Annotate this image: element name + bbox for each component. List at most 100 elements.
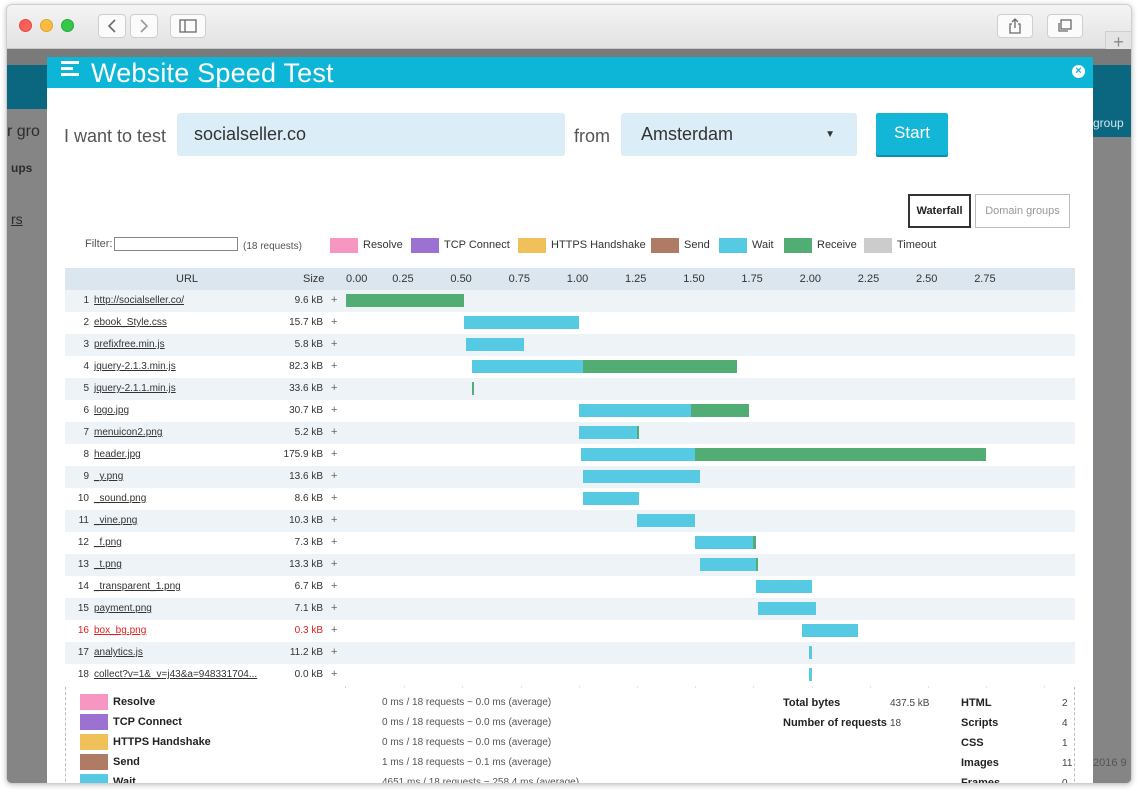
wait-bar (578, 404, 691, 417)
expand-row-icon[interactable]: + (331, 668, 338, 680)
background-footer-text: 2016 9 (1093, 757, 1127, 769)
timeline-tick-label: 1.00 (566, 273, 589, 285)
url-column-header[interactable]: URL (176, 273, 199, 285)
waterfall-view-button[interactable]: Waterfall (908, 194, 971, 228)
expand-row-icon[interactable]: + (331, 602, 338, 614)
domain-groups-view-button[interactable]: Domain groups (975, 194, 1070, 228)
total-bytes-label: Total bytes (783, 697, 841, 709)
wait-bar (583, 470, 700, 483)
table-row[interactable]: 7 menuicon2.png 5.2 kB + (65, 422, 1075, 444)
from-label: from (574, 126, 610, 146)
request-size: 7.3 kB (294, 537, 323, 548)
legend-item: Receive (784, 237, 857, 253)
expand-row-icon[interactable]: + (331, 382, 338, 394)
expand-row-icon[interactable]: + (331, 470, 338, 482)
zoom-window-button[interactable] (61, 19, 74, 32)
request-url-link[interactable]: _transparent_1.png (94, 581, 181, 592)
new-tab-button[interactable]: + (1105, 31, 1131, 53)
table-row[interactable]: 8 header.jpg 175.9 kB + (65, 444, 1075, 466)
request-url-link[interactable]: ebook_Style.css (94, 317, 167, 328)
minimize-window-button[interactable] (40, 19, 53, 32)
request-url-link[interactable]: collect?v=1&_v=j43&a=948331704... (94, 669, 258, 680)
legend-label: Send (684, 239, 710, 251)
share-button[interactable] (997, 14, 1033, 38)
sidebar-icon (179, 19, 197, 33)
request-url-link[interactable]: box_bg.png (94, 625, 147, 636)
row-number: 14 (77, 581, 89, 592)
expand-row-icon[interactable]: + (331, 514, 338, 526)
size-column-header[interactable]: Size (303, 273, 325, 285)
request-size: 5.8 kB (294, 339, 323, 350)
close-window-button[interactable] (19, 19, 32, 32)
expand-row-icon[interactable]: + (331, 624, 338, 636)
table-row[interactable]: 16 box_bg.png 0.3 kB + (65, 620, 1075, 642)
table-row[interactable]: 14 _transparent_1.png 6.7 kB + (65, 576, 1075, 598)
sidebar-toggle-button[interactable] (170, 14, 206, 38)
back-button[interactable] (98, 14, 126, 38)
total-bytes-value: 437.5 kB (890, 698, 930, 709)
request-url-link[interactable]: header.jpg (94, 449, 141, 460)
tabs-overview-button[interactable] (1047, 14, 1083, 38)
table-row[interactable]: 3 prefixfree.min.js 5.8 kB + (65, 334, 1075, 356)
close-icon[interactable]: × (1072, 65, 1085, 78)
expand-row-icon[interactable]: + (331, 492, 338, 504)
table-row[interactable]: 4 jquery-2.1.3.min.js 82.3 kB + (65, 356, 1075, 378)
request-url-link[interactable]: jquery-2.1.1.min.js (94, 383, 176, 394)
table-row[interactable]: 17 analytics.js 11.2 kB + (65, 642, 1075, 664)
background-button: group (1087, 109, 1131, 137)
expand-row-icon[interactable]: + (331, 426, 338, 438)
expand-row-icon[interactable]: + (331, 404, 338, 416)
request-url-link[interactable]: prefixfree.min.js (94, 339, 165, 350)
expand-row-icon[interactable]: + (331, 294, 338, 306)
request-url-link[interactable]: _vine.png (94, 515, 138, 526)
wait-bar (463, 316, 579, 329)
request-size: 0.3 kB (294, 625, 323, 636)
row-number: 13 (77, 559, 89, 570)
table-row[interactable]: 12 _f.png 7.3 kB + (65, 532, 1075, 554)
request-url-link[interactable]: payment.png (94, 603, 152, 614)
table-row[interactable]: 18 collect?v=1&_v=j43&a=948331704... 0.0 k… (65, 664, 1075, 686)
url-input[interactable]: socialseller.co (177, 113, 565, 156)
expand-row-icon[interactable]: + (331, 360, 338, 372)
table-row[interactable]: 1 http://socialseller.co/9.6 kB + (65, 290, 1075, 312)
table-row[interactable]: 9 _y.png 13.6 kB + (65, 466, 1075, 488)
table-row[interactable]: 15 payment.png 7.1 kB + (65, 598, 1075, 620)
request-url-link[interactable]: _t.png (94, 559, 122, 570)
share-icon (1009, 18, 1021, 34)
table-row[interactable]: 2 ebook_Style.css 15.7 kB + (65, 312, 1075, 334)
timeline-tick-label: 2.00 (799, 273, 822, 285)
expand-row-icon[interactable]: + (331, 558, 338, 570)
request-url-link[interactable]: menuicon2.png (94, 427, 163, 438)
table-row[interactable]: 11 _vine.png 10.3 kB + (65, 510, 1075, 532)
request-url-link[interactable]: _y.png (94, 471, 124, 482)
expand-row-icon[interactable]: + (331, 316, 338, 328)
location-select[interactable]: Amsterdam ▼ (621, 113, 857, 156)
table-row[interactable]: 10 _sound.png 8.6 kB + (65, 488, 1075, 510)
request-url-link[interactable]: _sound.png (94, 493, 147, 504)
request-url-link[interactable]: logo.jpg (94, 405, 130, 416)
table-row[interactable]: 6 logo.jpg 30.7 kB + (65, 400, 1075, 422)
resource-type-count: 11 (1062, 758, 1073, 769)
request-url-link[interactable]: analytics.js (94, 647, 143, 658)
legend-swatch (518, 237, 546, 253)
expand-row-icon[interactable]: + (331, 580, 338, 592)
request-count: (18 requests) (243, 241, 302, 252)
request-url-link[interactable]: _f.png (94, 537, 122, 548)
location-value: Amsterdam (641, 124, 734, 144)
request-size: 175.9 kB (283, 449, 323, 460)
expand-row-icon[interactable]: + (331, 448, 338, 460)
expand-row-icon[interactable]: + (331, 338, 338, 350)
table-row[interactable]: 13 _t.png 13.3 kB + (65, 554, 1075, 576)
title-bar: + (7, 5, 1131, 53)
request-url-link[interactable]: jquery-2.1.3.min.js (94, 361, 176, 372)
summary-label: Wait (113, 776, 136, 784)
wait-bar (758, 602, 817, 615)
expand-row-icon[interactable]: + (331, 646, 338, 658)
forward-button[interactable] (130, 14, 158, 38)
start-button[interactable]: Start (876, 113, 948, 155)
table-row[interactable]: 5 jquery-2.1.1.min.js 33.6 kB + (65, 378, 1075, 400)
filter-input[interactable] (114, 237, 238, 251)
request-url-link[interactable]: http://socialseller.co/ (94, 295, 185, 306)
legend-swatch (651, 237, 679, 253)
expand-row-icon[interactable]: + (331, 536, 338, 548)
